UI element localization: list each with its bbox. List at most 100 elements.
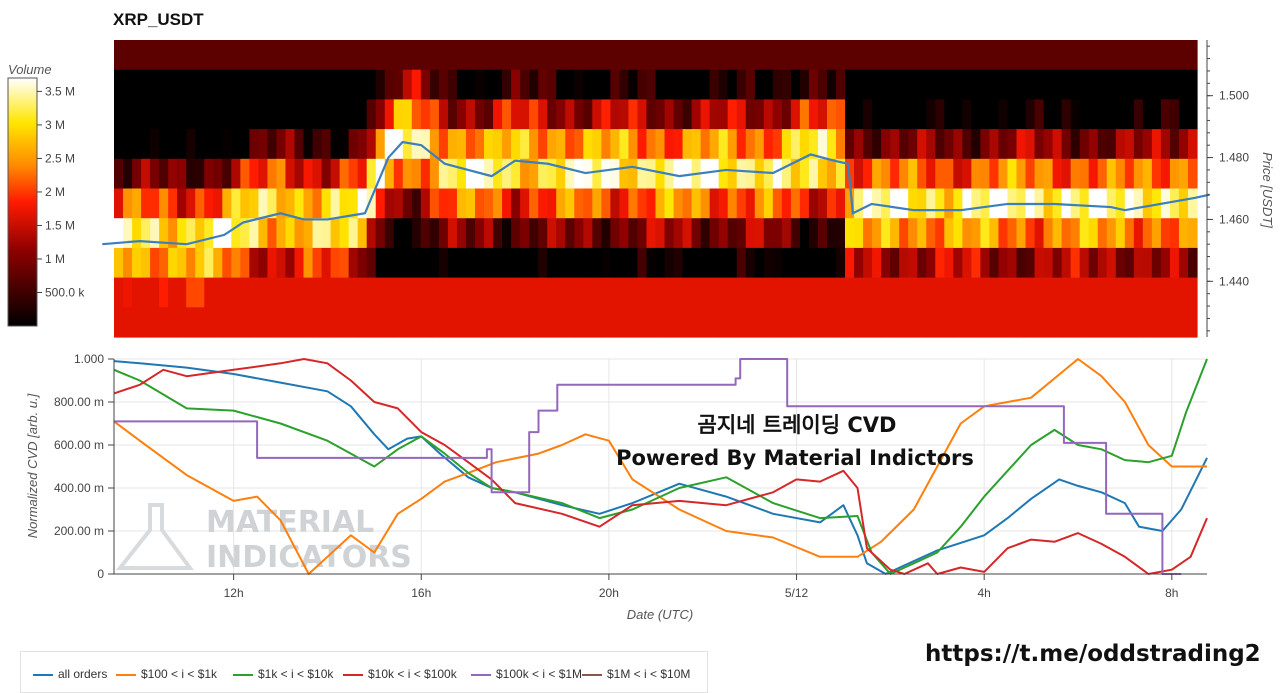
heatmap-cell [1052,307,1063,338]
colorbar-tick-label: 1.5 M [45,218,75,232]
heatmap-cell [826,247,837,279]
heatmap-cell [456,129,467,160]
heatmap-cell [736,218,747,249]
heatmap-cell [1007,40,1018,71]
heatmap-cell [989,129,1000,160]
heatmap-cell [411,99,422,130]
heatmap-cell [1169,99,1180,130]
heatmap-cell [881,129,891,160]
heatmap-cell [899,247,909,279]
heatmap-cell [1133,129,1144,160]
heatmap-cell [411,247,422,279]
heatmap-cell [312,158,323,190]
heatmap-cell [538,277,548,308]
heatmap-cell [971,218,981,249]
heatmap-cell [845,277,855,308]
heatmap-cell [664,218,675,249]
legend-item[interactable]: $1k < i < $10k [233,667,333,681]
legend-item[interactable]: all orders [33,667,107,681]
heatmap-cell [691,69,702,100]
heatmap-cell [971,40,981,71]
heatmap-cell [429,218,440,249]
heatmap-cell [339,158,350,190]
colorbar-tick-label: 3 M [45,118,65,132]
heatmap-cell [998,69,1009,100]
heatmap-cell [872,40,882,71]
heatmap-cell [1151,247,1162,279]
heatmap-cell [267,99,278,130]
colorbar-tick-label: 1 M [45,252,65,266]
legend-item[interactable]: $1M < i < $10M [582,667,690,681]
heatmap-cell [321,99,332,130]
heatmap-cell [1007,277,1018,308]
heatmap-cell [465,129,476,160]
heatmap-cell [799,158,810,190]
heatmap-cell [664,99,675,130]
heatmap-cell [646,247,657,279]
heatmap-cell [213,99,223,130]
heatmap-cell [285,69,296,100]
heatmap-cell [754,129,765,160]
heatmap-cell [817,129,828,160]
heatmap-cell [123,69,133,100]
heatmap-cell [917,247,927,279]
heatmap-cell [348,247,359,279]
heatmap-cell [998,277,1009,308]
colorbar-tick-label: 2 M [45,185,65,199]
heatmap-cell [1115,307,1126,338]
cvd-y-axis-label: Normalized CVD [arb. u.] [25,393,40,538]
heatmap-cell [186,188,196,219]
x-axis-label: Date (UTC) [627,607,693,622]
price-tick-label: 1.500 [1219,89,1249,103]
heatmap-cell [321,129,332,160]
cvd-y-tick-label: 0 [97,567,104,581]
heatmap-cell [799,247,810,279]
chart-title: XRP_USDT [113,10,204,29]
heatmap-cell [1151,277,1162,308]
heatmap-cell [691,99,702,130]
legend-item[interactable]: $10k < i < $100k [343,667,457,681]
heatmap-cell [1178,99,1189,130]
heatmap-cell [962,69,972,100]
heatmap-cell [655,129,666,160]
heatmap-cell [321,277,332,308]
heatmap-cell [231,218,241,249]
heatmap-cell [465,247,476,279]
heatmap-cell [673,307,684,338]
legend-item[interactable]: $100k < i < $1M [471,667,582,681]
heatmap-cell [132,307,142,338]
heatmap-cell [935,40,945,71]
heatmap-cell [1025,277,1036,308]
heatmap-cell [718,247,729,279]
heatmap-cell [673,247,684,279]
heatmap-cell [429,129,440,160]
heatmap-cell [790,218,801,249]
heatmap-cell [637,188,648,219]
heatmap-cell [393,69,404,100]
heatmap-cell [1025,40,1036,71]
heatmap-cell [276,188,287,219]
heatmap-cell [673,129,684,160]
heatmap-cell [1088,40,1099,71]
heatmap-cell [484,69,494,100]
heatmap-cell [213,188,223,219]
heatmap-cell [619,40,630,71]
heatmap-cell [204,40,214,71]
telegram-link[interactable]: https://t.me/oddstrading2 [925,641,1261,667]
heatmap-cell [610,277,620,308]
heatmap-cell [393,158,404,190]
heatmap-cell [303,307,314,338]
heatmap-cell [574,40,584,71]
heatmap-cell [817,218,828,249]
heatmap-cell [745,69,756,100]
heatmap-cell [664,69,675,100]
legend-item[interactable]: $100 < i < $1k [116,667,217,681]
heatmap-cell [953,69,963,100]
heatmap-cell [538,218,548,249]
heatmap-cell [1088,247,1099,279]
heatmap-cell [294,307,305,338]
heatmap-cell [258,218,269,249]
heatmap-cell [465,218,476,249]
heatmap-cell [772,158,783,190]
heatmap-cell [321,247,332,279]
